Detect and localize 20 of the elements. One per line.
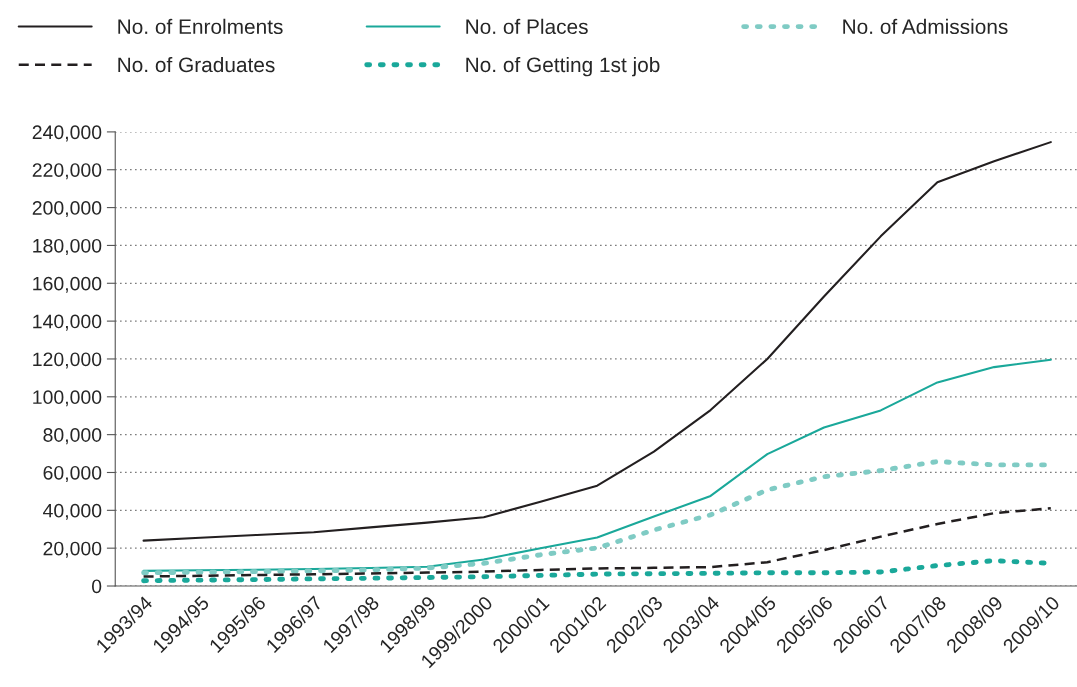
y-tick-label: 100,000 xyxy=(33,390,102,407)
y-tick-label: 180,000 xyxy=(33,238,102,255)
y-tick-label: 40,000 xyxy=(43,503,102,520)
y-tick-label: 160,000 xyxy=(33,276,102,293)
legend-label: No. of Admissions xyxy=(843,18,1008,35)
y-tick-label: 20,000 xyxy=(43,541,102,558)
y-tick-label: 240,000 xyxy=(32,125,102,142)
y-tick-label: 60,000 xyxy=(43,465,102,483)
y-tick-label: 220,000 xyxy=(32,163,102,180)
line-series xyxy=(142,141,1052,542)
legend-label: No. of Enrolments xyxy=(118,18,283,35)
y-tick-label: 80,000 xyxy=(43,428,102,445)
y-tick-label: 140,000 xyxy=(33,314,102,331)
legend-label: No. of Places xyxy=(466,18,588,35)
legend-label: No. of Graduates xyxy=(118,56,275,73)
y-tick-label: 200,000 xyxy=(32,201,102,218)
y-tick-label: 120,000 xyxy=(33,352,102,369)
line-series xyxy=(142,507,1053,578)
y-tick-label: 0 xyxy=(91,579,102,594)
legend-label: No. of Getting 1st job xyxy=(466,56,660,77)
